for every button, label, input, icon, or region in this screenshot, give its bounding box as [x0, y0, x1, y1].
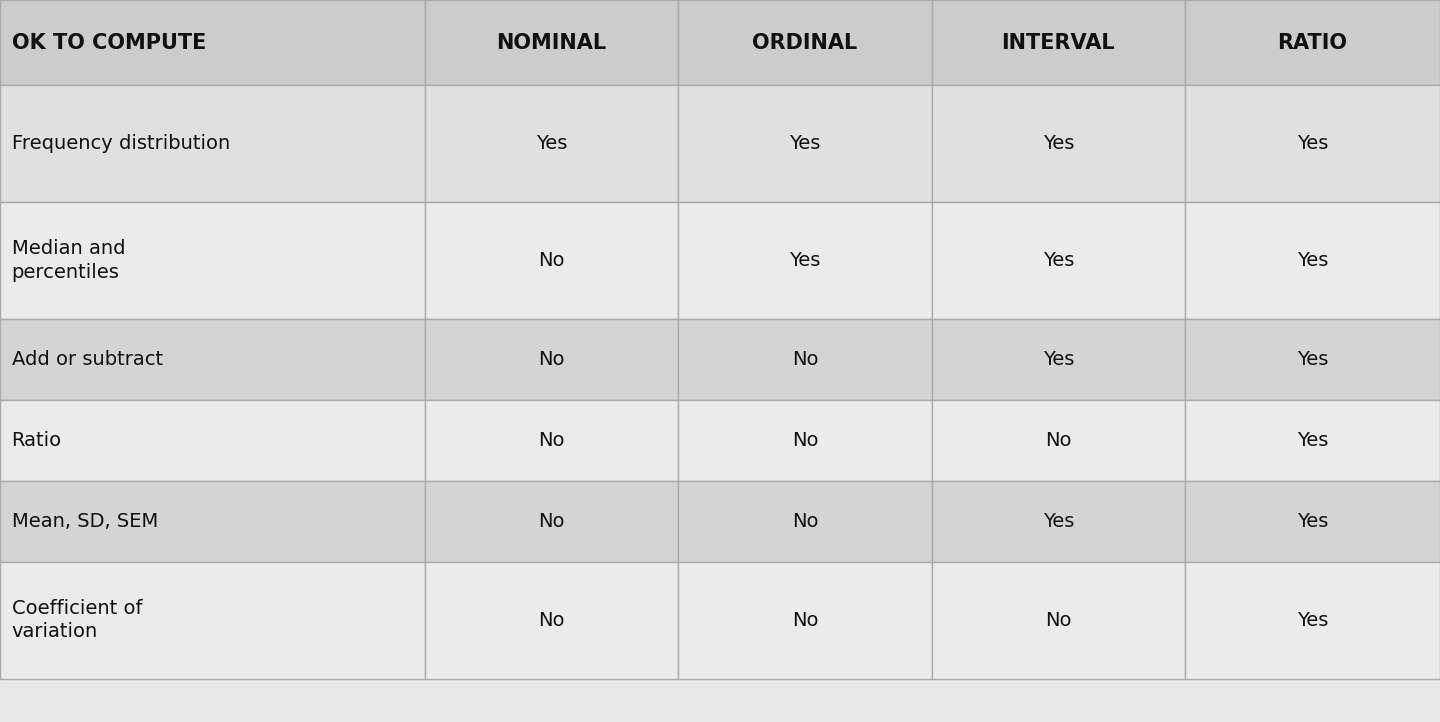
Bar	[425, 202, 678, 319]
Bar	[1185, 85, 1440, 202]
Text: Yes: Yes	[1043, 134, 1074, 153]
Bar	[932, 85, 1185, 202]
Text: INTERVAL: INTERVAL	[1002, 32, 1115, 53]
Bar	[0, 481, 425, 562]
Text: Yes: Yes	[1043, 251, 1074, 270]
Bar	[932, 202, 1185, 319]
Bar	[678, 85, 932, 202]
Text: Frequency distribution: Frequency distribution	[12, 134, 230, 153]
Bar	[0, 319, 425, 400]
Text: Ratio: Ratio	[12, 431, 62, 450]
Bar	[425, 481, 678, 562]
Bar	[678, 562, 932, 679]
Text: ORDINAL: ORDINAL	[752, 32, 858, 53]
Bar	[678, 0, 932, 85]
Bar	[425, 0, 678, 85]
Text: Yes: Yes	[1297, 134, 1328, 153]
Bar	[1185, 481, 1440, 562]
Text: No: No	[539, 431, 564, 450]
Text: Coefficient of
variation: Coefficient of variation	[12, 599, 143, 641]
Bar	[932, 0, 1185, 85]
Text: Yes: Yes	[1043, 512, 1074, 531]
Bar	[1185, 319, 1440, 400]
Bar	[932, 400, 1185, 481]
Text: OK TO COMPUTE: OK TO COMPUTE	[12, 32, 206, 53]
Bar	[932, 562, 1185, 679]
Bar	[0, 400, 425, 481]
Text: Yes: Yes	[1297, 611, 1328, 630]
Bar	[1185, 400, 1440, 481]
Bar	[678, 400, 932, 481]
Text: RATIO: RATIO	[1277, 32, 1348, 53]
Bar	[0, 202, 425, 319]
Text: Yes: Yes	[1297, 431, 1328, 450]
Text: No: No	[1045, 611, 1071, 630]
Bar	[425, 319, 678, 400]
Text: Yes: Yes	[1043, 350, 1074, 369]
Text: Yes: Yes	[789, 134, 821, 153]
Bar	[678, 481, 932, 562]
Bar	[0, 85, 425, 202]
Text: No: No	[1045, 431, 1071, 450]
Bar	[1185, 202, 1440, 319]
Bar	[678, 202, 932, 319]
Text: No: No	[539, 350, 564, 369]
Bar	[678, 319, 932, 400]
Bar	[1185, 562, 1440, 679]
Bar	[425, 85, 678, 202]
Text: No: No	[792, 611, 818, 630]
Bar	[0, 562, 425, 679]
Text: No: No	[792, 431, 818, 450]
Bar	[425, 562, 678, 679]
Text: Yes: Yes	[1297, 350, 1328, 369]
Bar	[425, 400, 678, 481]
Bar	[1185, 0, 1440, 85]
Text: Yes: Yes	[789, 251, 821, 270]
Text: NOMINAL: NOMINAL	[497, 32, 606, 53]
Text: Mean, SD, SEM: Mean, SD, SEM	[12, 512, 158, 531]
Text: No: No	[792, 512, 818, 531]
Bar	[932, 319, 1185, 400]
Text: Yes: Yes	[1297, 251, 1328, 270]
Text: No: No	[539, 512, 564, 531]
Text: No: No	[539, 251, 564, 270]
Text: No: No	[792, 350, 818, 369]
Text: Add or subtract: Add or subtract	[12, 350, 163, 369]
Bar	[932, 481, 1185, 562]
Text: Yes: Yes	[1297, 512, 1328, 531]
Text: No: No	[539, 611, 564, 630]
Bar	[0, 0, 425, 85]
Text: Yes: Yes	[536, 134, 567, 153]
Text: Median and
percentiles: Median and percentiles	[12, 240, 125, 282]
